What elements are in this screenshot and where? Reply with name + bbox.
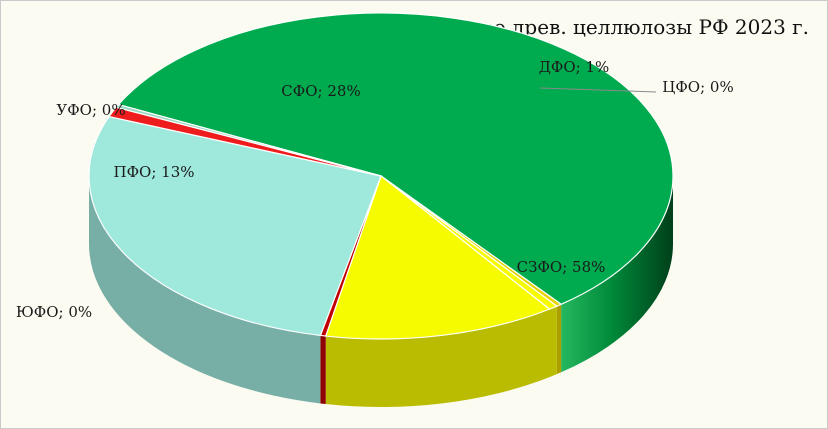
slice-szfo bbox=[117, 12, 674, 305]
slice-pfo bbox=[324, 175, 551, 340]
slice-side-sfo bbox=[89, 176, 321, 404]
slice-side-pfo bbox=[549, 306, 557, 378]
slice-sfo bbox=[88, 115, 382, 337]
data-label-yufo: ЮФО; 0% bbox=[15, 303, 93, 321]
data-label-pfo: ПФО; 13% bbox=[113, 163, 195, 181]
leader-line-cfo bbox=[539, 87, 657, 93]
data-label-cfo: ЦФО; 0% bbox=[662, 78, 734, 96]
data-label-dfo: ДФО; 1% bbox=[538, 58, 610, 76]
data-label-ufo: УФО; 0% bbox=[56, 101, 126, 119]
slice-side-yufo bbox=[556, 304, 562, 375]
data-label-sfo: СФО; 28% bbox=[281, 82, 361, 100]
data-label-szfo: СЗФО; 58% bbox=[516, 258, 606, 276]
slice-cfo bbox=[115, 103, 382, 177]
slice-side-pfo bbox=[325, 309, 550, 407]
slice-side-ufo bbox=[320, 335, 326, 405]
slice-side-szfo bbox=[561, 176, 673, 373]
